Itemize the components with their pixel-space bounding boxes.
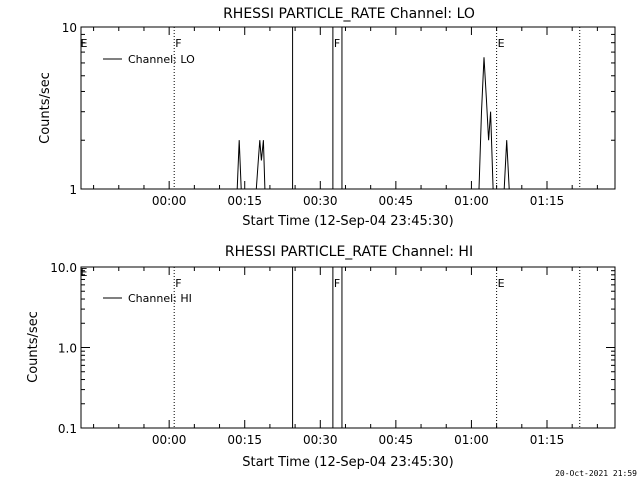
legend-label: Channel: LO (128, 53, 195, 66)
x-axis-label: Start Time (12-Sep-04 23:45:30) (242, 455, 453, 470)
x-tick-label: 00:30 (303, 194, 338, 208)
y-axis-label: Counts/sec (38, 72, 53, 144)
event-marker-label: F (175, 277, 181, 290)
data-line (236, 140, 242, 190)
edge-marker-label: E (81, 266, 88, 279)
panel-hi: RHESSI PARTICLE_RATE Channel: HI Start T… (26, 244, 616, 470)
event-marker-label: F (334, 37, 340, 50)
event-marker-label: E (498, 277, 505, 290)
data-line (503, 140, 510, 190)
x-tick-label: 00:00 (152, 194, 187, 208)
x-tick-label: 01:15 (530, 194, 565, 208)
data-line (255, 140, 266, 190)
chart-title: RHESSI PARTICLE_RATE Channel: LO (223, 6, 475, 22)
event-marker-label: F (334, 277, 340, 290)
x-tick-label: 00:30 (303, 433, 338, 447)
x-tick-label: 00:45 (379, 433, 414, 447)
y-axis-label: Counts/sec (26, 311, 41, 383)
x-tick-label: 00:45 (379, 194, 414, 208)
y-tick-label: 1 (69, 183, 77, 197)
edge-marker-label: E (81, 37, 88, 50)
y-tick-label: 0.1 (58, 422, 77, 436)
x-tick-label: 01:00 (454, 433, 489, 447)
timestamp: 20-Oct-2021 21:59 (555, 469, 637, 478)
x-tick-label: 00:15 (227, 433, 262, 447)
data-line (478, 57, 494, 190)
x-tick-label: 01:15 (530, 433, 565, 447)
x-axis-label: Start Time (12-Sep-04 23:45:30) (242, 214, 453, 229)
event-marker-label: E (498, 37, 505, 50)
y-tick-label: 10 (62, 21, 77, 35)
x-tick-label: 01:00 (454, 194, 489, 208)
y-tick-label: 1.0 (58, 342, 77, 356)
x-tick-label: 00:15 (227, 194, 262, 208)
plot-frame (80, 26, 616, 190)
legend-label: Channel: HI (128, 292, 192, 305)
y-tick-label: 10.0 (50, 261, 77, 275)
x-tick-label: 00:00 (152, 433, 187, 447)
event-marker-label: F (175, 37, 181, 50)
panel-lo: RHESSI PARTICLE_RATE Channel: LO Start T… (38, 6, 616, 229)
chart-title: RHESSI PARTICLE_RATE Channel: HI (225, 244, 473, 260)
